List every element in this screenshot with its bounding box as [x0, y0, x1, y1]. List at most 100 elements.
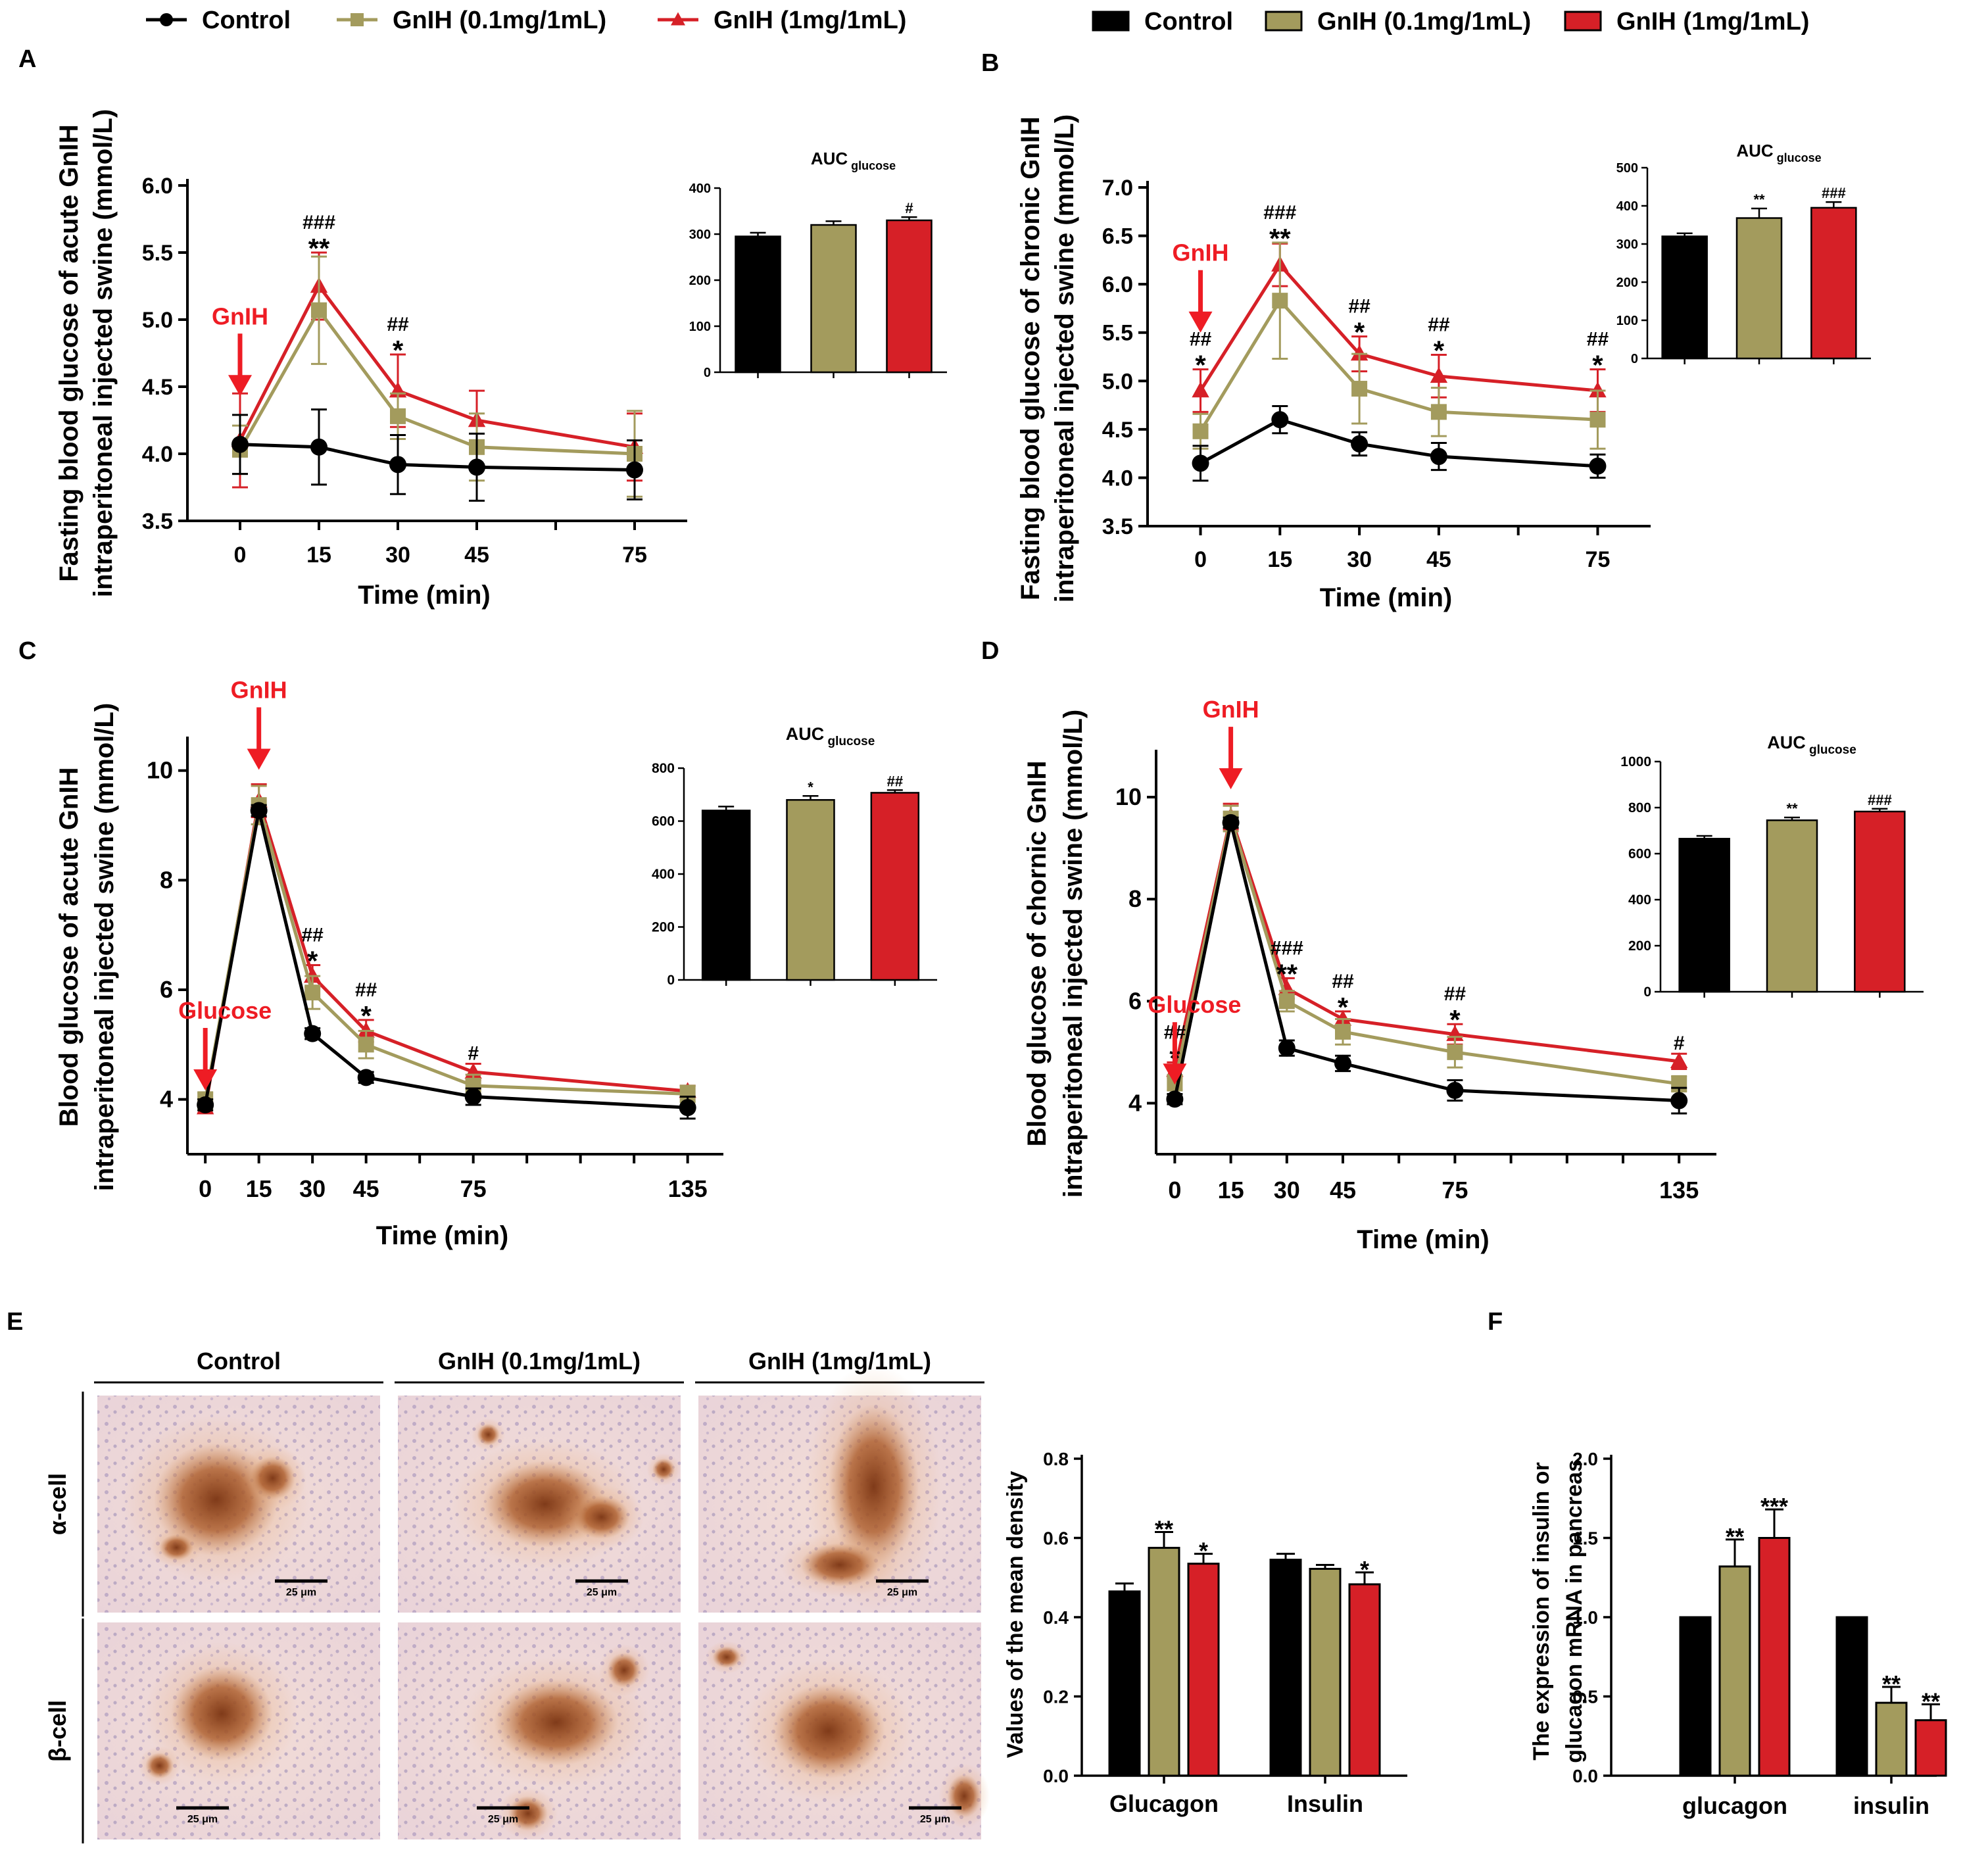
bar	[1875, 1701, 1908, 1777]
annotation-arrow-label: Glucose	[178, 997, 272, 1024]
y-axis-title: intraperitoneal injected swine (mmol/L)	[1059, 710, 1088, 1198]
data-point	[231, 435, 249, 453]
y-tick-label: 4.5	[1102, 418, 1133, 443]
x-tick-label: 0	[1194, 547, 1207, 572]
data-point	[390, 408, 406, 424]
annotation-arrow-label: GnIH	[212, 303, 268, 329]
data-point	[1350, 345, 1369, 361]
y-tick-label: 1.0	[1572, 1607, 1598, 1628]
inset-bar	[701, 810, 751, 981]
x-tick-label: 0	[199, 1175, 212, 1202]
legend-bar-label: GnIH (1mg/1mL)	[1616, 8, 1809, 36]
x-tick-label: 75	[622, 543, 647, 568]
y-tick-label: 8	[1128, 885, 1142, 912]
scale-bar-label: 25 μm	[187, 1814, 218, 1825]
line-legend: Control GnIH (0.1mg/1mL) GnIH (1mg/1mL)	[146, 7, 906, 34]
inset-y-tick-label: 300	[689, 228, 711, 242]
bar	[1187, 1563, 1220, 1777]
inset-bar	[870, 792, 920, 981]
series-line	[203, 804, 688, 1101]
bar	[1718, 1565, 1751, 1777]
histology-image: 25 μm	[698, 1622, 990, 1839]
data-point	[679, 1099, 696, 1117]
legend-bar-label: Control	[1144, 8, 1233, 36]
y-axis-title: Fasting blood glucose of chronic GnIH	[1016, 116, 1045, 600]
y-tick-label: 0.2	[1043, 1687, 1069, 1707]
x-tick-label: 45	[464, 543, 489, 568]
legend-line-label: GnIH (0.1mg/1mL)	[393, 7, 606, 34]
data-point	[1351, 381, 1368, 397]
significance-star: *	[360, 1000, 372, 1031]
significance-star: *	[1338, 992, 1349, 1023]
y-tick-label: 4.0	[1102, 466, 1133, 491]
y-tick-label: 6.5	[1102, 224, 1133, 249]
chart-panel-d: 4 6 8 10 0 15 30 45 75 135 Time (min) Blood glucose…	[1023, 696, 1924, 1254]
significance-hash: ##	[1348, 296, 1370, 318]
bar-legend: Control GnIH (0.1mg/1mL) GnIH (1mg/1mL)	[1092, 8, 1809, 36]
data-point	[1272, 293, 1288, 309]
data-point	[464, 1088, 482, 1106]
histology-column-title: Control	[197, 1348, 281, 1375]
significance-star: **	[1155, 1515, 1173, 1542]
inset-y-tick-label: 0	[1643, 985, 1651, 1000]
chart-panel-a: 3.5 4.0 4.5 5.0 5.5 6.0 0 15 30 45 75 Time (min) Fas…	[55, 109, 947, 610]
inset-title: AUC glucose	[811, 149, 896, 172]
y-tick-label: 10	[1115, 783, 1142, 810]
y-axis-title: Values of the mean density	[1003, 1471, 1028, 1759]
bar	[1108, 1590, 1141, 1777]
stain-spot	[712, 1646, 741, 1668]
significance-hash: ##	[1444, 983, 1467, 1005]
annotation-arrow-label: GnIH	[231, 677, 287, 704]
significance-star: *	[1354, 317, 1365, 348]
histology-column-title: GnIH (1mg/1mL)	[748, 1348, 931, 1375]
bar	[1309, 1567, 1342, 1777]
legend-line-marker	[671, 12, 685, 26]
inset-y-tick-label: 400	[1616, 199, 1638, 214]
scale-bar-label: 25 μm	[587, 1587, 617, 1598]
stain-spot	[573, 1495, 630, 1539]
histology-row-title: α-cell	[44, 1473, 71, 1535]
x-tick-label: 30	[385, 543, 410, 568]
series-line	[239, 443, 635, 472]
x-tick-label: 75	[460, 1175, 487, 1202]
inset-bar	[1766, 819, 1818, 993]
inset-significance: #	[905, 200, 913, 216]
significance-star: **	[1726, 1523, 1744, 1550]
bar	[1758, 1537, 1791, 1777]
data-point	[1351, 435, 1369, 452]
histology-row-title: β-cell	[44, 1700, 71, 1762]
chart-panel-c: 4 6 8 10 0 15 30 45 75 135 Time (min) Blood glucose…	[55, 677, 937, 1250]
panel-label-c: C	[18, 637, 36, 665]
data-point	[1447, 1044, 1463, 1060]
x-tick-label: 30	[1347, 547, 1372, 572]
inset-title: AUC glucose	[786, 724, 875, 748]
x-tick-label: 135	[1659, 1177, 1699, 1204]
x-tick-label: 45	[1426, 547, 1451, 572]
data-point	[1430, 404, 1447, 420]
inset-bar	[786, 799, 835, 981]
data-point	[357, 1021, 375, 1038]
scale-bar-label: 25 μm	[286, 1587, 316, 1598]
histology-image: 25 μm	[97, 1396, 380, 1613]
x-axis-title: Time (min)	[1357, 1225, 1490, 1254]
annotation-arrow-label: GnIH	[1173, 239, 1229, 266]
scale-bar-label: 25 μm	[887, 1587, 917, 1598]
annotation-arrow-label: Glucose	[1148, 991, 1241, 1018]
bar	[1348, 1583, 1381, 1777]
data-point	[1271, 411, 1289, 429]
data-point	[1589, 412, 1606, 428]
inset-y-tick-label: 100	[689, 320, 711, 334]
significance-hash: ###	[303, 212, 335, 233]
category-label: Insulin	[1287, 1790, 1363, 1817]
stain-spot	[607, 1653, 641, 1688]
significance-hash: #	[468, 1043, 479, 1065]
inset-y-tick-label: 800	[652, 761, 675, 776]
legend-line-label: Control	[202, 7, 291, 34]
y-tick-label: 2.0	[1572, 1449, 1598, 1469]
bar	[1914, 1719, 1947, 1777]
y-tick-label: 10	[147, 757, 173, 784]
scale-bar-label: 25 μm	[488, 1814, 518, 1825]
y-tick-label: 5.0	[1102, 369, 1133, 394]
inset-y-tick-label: 600	[1628, 846, 1651, 862]
legend-bar-swatch	[1092, 11, 1130, 32]
